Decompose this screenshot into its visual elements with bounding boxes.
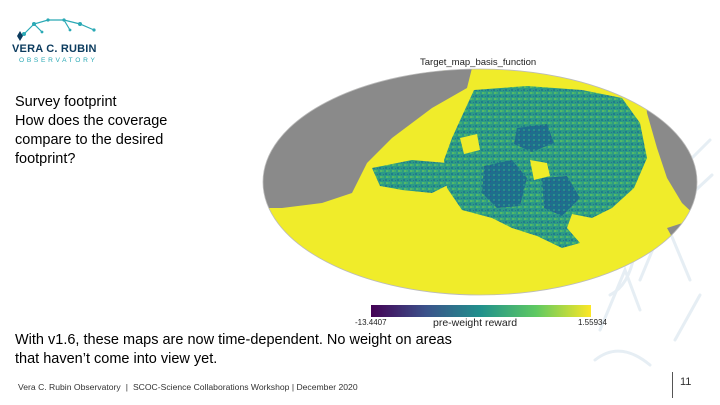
footer-separator: | bbox=[125, 382, 128, 392]
left-text-line: Survey footprint bbox=[15, 94, 117, 110]
map-title: Target_map_basis_function bbox=[420, 57, 537, 68]
colorbar bbox=[371, 305, 591, 317]
left-text-line: How does the coverage bbox=[15, 113, 168, 129]
sky-map bbox=[262, 68, 698, 296]
left-text-block: Survey footprint How does the coverage c… bbox=[15, 93, 255, 169]
footer-org: Vera C. Rubin Observatory bbox=[18, 382, 121, 392]
left-text-line: compare to the desired bbox=[15, 132, 164, 148]
bottom-text-block: With v1.6, these maps are now time-depen… bbox=[15, 331, 615, 369]
left-text-line: footprint? bbox=[15, 151, 76, 167]
footer-event: SCOC-Science Collaborations Workshop | D… bbox=[132, 382, 358, 392]
bottom-text-line: that haven’t come into view yet. bbox=[15, 351, 218, 367]
logo-line1: VERA C. RUBIN bbox=[12, 43, 97, 55]
constellation-icon bbox=[17, 18, 96, 41]
page-number: 11 bbox=[680, 376, 692, 388]
mollweide-map bbox=[262, 68, 698, 296]
rubin-logo: VERA C. RUBIN OBSERVATORY bbox=[12, 14, 112, 70]
footer: Vera C. Rubin Observatory | SCOC-Science C… bbox=[18, 382, 358, 392]
colorbar-min-label: -13.4407 bbox=[355, 318, 387, 327]
page-number-divider bbox=[672, 372, 673, 398]
logo-line2: OBSERVATORY bbox=[19, 57, 98, 64]
bottom-text-line: With v1.6, these maps are now time-depen… bbox=[15, 332, 452, 348]
colorbar-max-label: 1.55934 bbox=[578, 318, 607, 327]
colorbar-label: pre-weight reward bbox=[433, 317, 518, 329]
